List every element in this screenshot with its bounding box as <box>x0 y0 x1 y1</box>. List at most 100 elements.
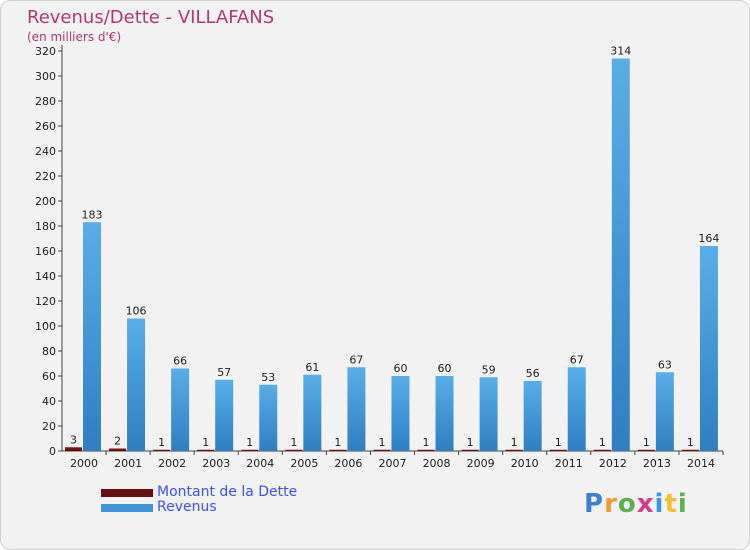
x-tick-label: 2006 <box>334 457 362 470</box>
x-tick-label: 2014 <box>687 457 715 470</box>
y-tick-label: 100 <box>35 320 56 333</box>
dette-value-label: 1 <box>687 436 694 449</box>
revenus-bar <box>303 374 322 451</box>
dette-value-label: 2 <box>114 435 121 448</box>
dette-bar <box>505 449 523 451</box>
revenus-bar <box>523 381 542 451</box>
revenus-value-label: 67 <box>349 353 363 366</box>
x-tick-label: 2001 <box>114 457 142 470</box>
logo-letter: i <box>677 489 688 519</box>
x-tick-label: 2009 <box>467 457 495 470</box>
revenus-value-label: 67 <box>570 353 584 366</box>
revenus-bar <box>215 379 234 451</box>
revenus-value-label: 183 <box>82 208 103 221</box>
revenus-value-label: 106 <box>126 305 147 318</box>
x-tick-label: 2002 <box>158 457 186 470</box>
chart-title: Revenus/Dette - VILLAFANS <box>27 7 275 28</box>
x-tick-label: 2007 <box>379 457 407 470</box>
revenus-bar <box>127 318 146 451</box>
y-tick-label: 120 <box>35 295 56 308</box>
x-tick-label: 2008 <box>423 457 451 470</box>
y-tick-label: 300 <box>35 70 56 83</box>
dette-value-label: 1 <box>423 436 430 449</box>
dette-bar <box>197 449 215 451</box>
dette-bar <box>241 449 259 451</box>
legend-swatch-dette <box>101 489 153 497</box>
dette-bar <box>153 449 171 451</box>
revenus-value-label: 63 <box>658 358 672 371</box>
revenus-bar <box>83 222 101 451</box>
dette-bar <box>549 449 567 451</box>
dette-value-label: 3 <box>70 433 77 446</box>
revenus-value-label: 53 <box>261 371 275 384</box>
revenus-bar <box>567 367 586 451</box>
x-tick-label: 2011 <box>555 457 583 470</box>
y-tick-label: 280 <box>35 95 56 108</box>
y-tick-label: 220 <box>35 170 56 183</box>
dette-bar <box>461 449 479 451</box>
dette-value-label: 1 <box>158 436 165 449</box>
legend-label-revenus: Revenus <box>157 499 217 515</box>
revenus-value-label: 56 <box>526 367 540 380</box>
logo-letter: o <box>617 489 637 519</box>
y-tick-label: 200 <box>35 195 56 208</box>
y-tick-label: 0 <box>49 445 56 458</box>
revenus-value-label: 60 <box>438 362 452 375</box>
logo-letter: t <box>664 489 678 519</box>
logo-letter: x <box>636 489 655 519</box>
dette-value-label: 1 <box>555 436 562 449</box>
revenus-value-label: 314 <box>610 45 631 58</box>
legend-label-dette: Montant de la Dette <box>157 484 298 500</box>
legend-swatch-revenus <box>101 504 153 512</box>
revenus-value-label: 61 <box>305 361 319 374</box>
x-tick-label: 2010 <box>511 457 539 470</box>
dette-value-label: 1 <box>467 436 474 449</box>
y-tick-label: 180 <box>35 220 56 233</box>
y-tick-label: 60 <box>42 370 56 383</box>
revenus-value-label: 60 <box>393 362 407 375</box>
y-tick-label: 320 <box>35 45 56 58</box>
dette-value-label: 1 <box>290 436 297 449</box>
y-tick-label: 140 <box>35 270 56 283</box>
revenus-bar <box>479 377 498 451</box>
chart-subtitle: (en milliers d'€) <box>27 30 122 44</box>
x-tick-label: 2000 <box>70 457 98 470</box>
y-tick-label: 240 <box>35 145 56 158</box>
dette-bar <box>373 449 391 451</box>
dette-bar <box>417 449 435 451</box>
dette-value-label: 1 <box>378 436 385 449</box>
dette-bar <box>593 449 611 451</box>
revenus-bar <box>259 384 278 451</box>
revenus-bar <box>611 58 630 451</box>
dette-bar <box>285 449 303 451</box>
x-tick-label: 2004 <box>246 457 274 470</box>
dette-value-label: 1 <box>599 436 606 449</box>
dette-bar <box>109 448 127 451</box>
dette-value-label: 1 <box>334 436 341 449</box>
revenus-value-label: 66 <box>173 355 187 368</box>
logo-letter: i <box>654 489 665 519</box>
revenus-bar <box>435 376 454 451</box>
dette-bar <box>329 449 347 451</box>
revenus-bar <box>655 372 674 451</box>
logo-letter: r <box>604 489 618 519</box>
y-tick-label: 160 <box>35 245 56 258</box>
y-tick-label: 40 <box>42 395 56 408</box>
logo-letter: P <box>584 489 605 519</box>
dette-bar <box>65 447 82 451</box>
dette-value-label: 1 <box>202 436 209 449</box>
dette-bar <box>637 449 655 451</box>
revenus-bar <box>699 246 718 451</box>
y-tick-label: 80 <box>42 345 56 358</box>
revenus-bar <box>347 367 366 451</box>
x-tick-label: 2003 <box>202 457 230 470</box>
dette-value-label: 1 <box>643 436 650 449</box>
dette-value-label: 1 <box>511 436 518 449</box>
y-tick-label: 20 <box>42 420 56 433</box>
x-tick-label: 2012 <box>599 457 627 470</box>
x-tick-label: 2013 <box>643 457 671 470</box>
y-tick-label: 260 <box>35 120 56 133</box>
revenus-value-label: 59 <box>482 363 496 376</box>
